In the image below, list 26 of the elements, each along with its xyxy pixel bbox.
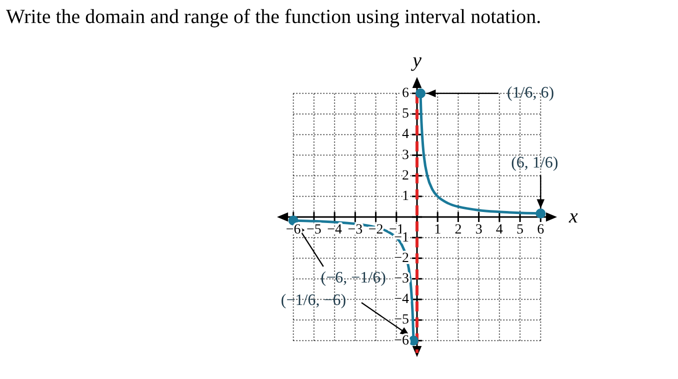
y-tick-label: 2 <box>402 168 409 184</box>
y-tick-label: 3 <box>402 148 409 163</box>
annotation: (−1/6, −6) <box>280 292 346 309</box>
x-tick-label: −5 <box>306 222 322 238</box>
chart-title: Write the domain and range of the function using interval notation. <box>6 6 542 29</box>
y-tick-label: −4 <box>394 292 409 308</box>
annotation: (6, 1/6) <box>511 154 558 172</box>
x-axis-title: x <box>568 205 578 228</box>
x-tick-label: −3 <box>348 222 363 238</box>
annotation: (1/6, 6) <box>506 84 554 102</box>
x-tick-label: 3 <box>475 222 482 238</box>
y-tick-label: 5 <box>402 106 409 122</box>
x-tick-label: 1 <box>434 222 442 238</box>
y-tick-label: −5 <box>394 312 409 328</box>
x-tick-label: 2 <box>454 222 462 238</box>
x-tick-label: 4 <box>496 222 503 238</box>
y-tick-label: 6 <box>402 86 409 102</box>
y-tick-label: −3 <box>394 271 409 286</box>
x-tick-label: −4 <box>327 222 342 238</box>
y-tick-label: −6 <box>394 333 409 348</box>
y-axis-title: y <box>410 49 422 72</box>
y-tick-label: 1 <box>402 189 409 204</box>
annotation: (−6, −1/6) <box>320 270 386 287</box>
x-tick-label: 6 <box>537 222 544 238</box>
x-tick-label: 5 <box>516 222 524 238</box>
y-tick-label: 4 <box>402 127 409 142</box>
